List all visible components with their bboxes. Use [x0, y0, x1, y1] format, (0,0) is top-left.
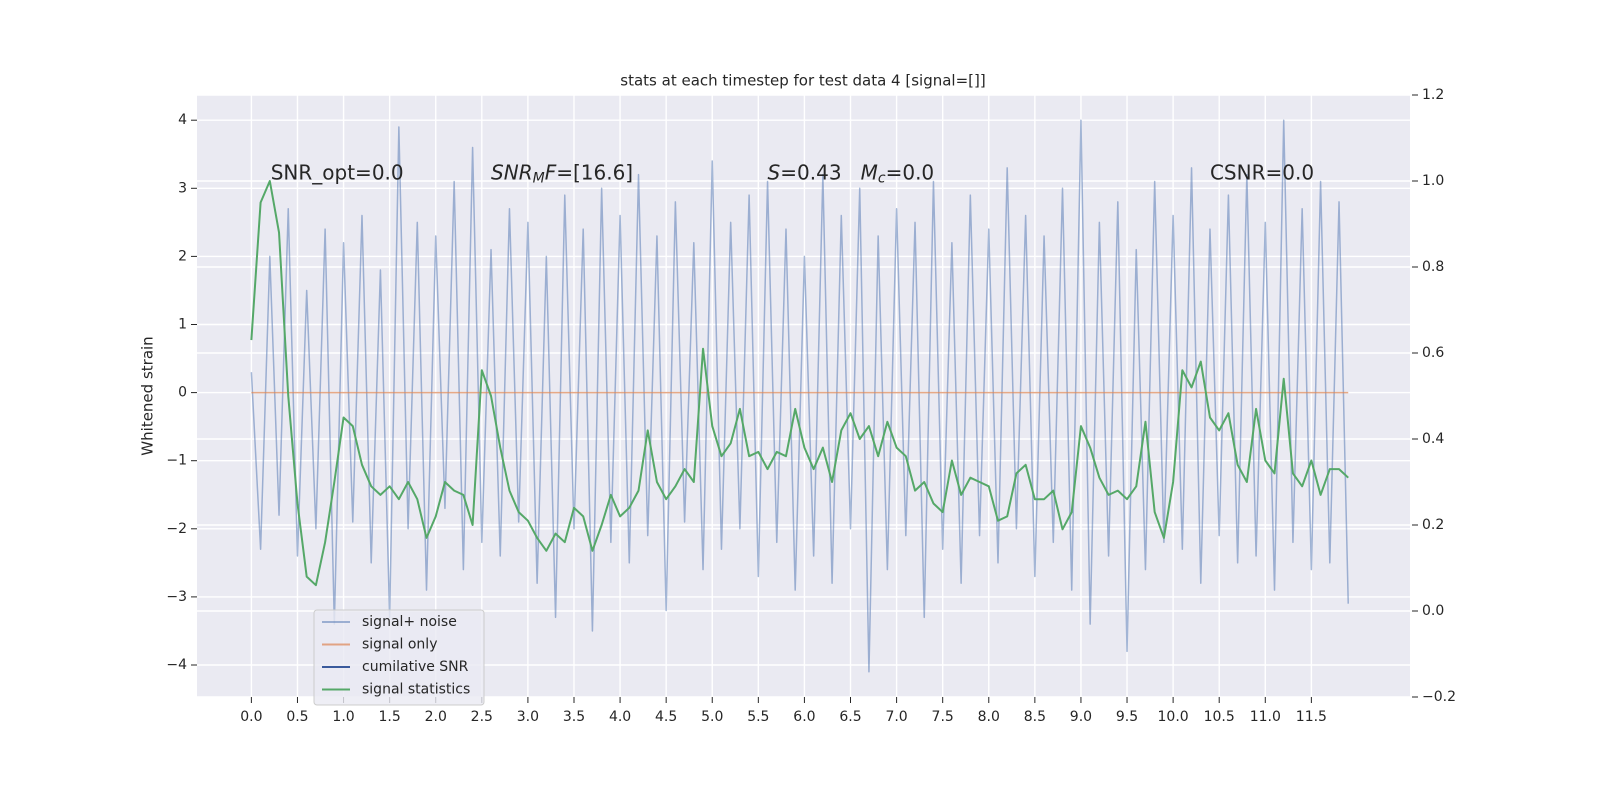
y2-tick-label: 0.2: [1422, 517, 1444, 533]
x-tick-label: 1.5: [379, 709, 401, 725]
x-tick-label: 2.5: [471, 709, 493, 725]
x-tick-label: 7.5: [932, 709, 954, 725]
y-tick-label: −4: [166, 657, 187, 673]
legend-label: signal statistics: [362, 682, 470, 698]
chart-title: stats at each timestep for test data 4 […: [620, 72, 985, 90]
x-tick-label: 2.0: [425, 709, 447, 725]
x-tick-label: 7.0: [885, 709, 907, 725]
series-line: [250, 180, 1349, 587]
y-tick-label: 0: [178, 385, 187, 401]
x-tick-label: 11.5: [1296, 709, 1327, 725]
y2-tick-label: 0.8: [1422, 259, 1444, 275]
annotation: S=0.43 Mc=0.0: [768, 160, 935, 187]
annotation-part: M: [861, 160, 878, 184]
legend-label: cumilative SNR: [362, 659, 469, 675]
x-tick-label: 5.0: [701, 709, 723, 725]
x-tick-label: 8.0: [978, 709, 1000, 725]
annotation-part: CSNR=0.0: [1210, 160, 1314, 184]
plot-area: [197, 95, 1410, 697]
y-axis-label: Whitened strain: [139, 336, 157, 455]
annotation-part: F: [545, 160, 557, 184]
y2-tick-label: 0.0: [1422, 603, 1444, 619]
y-tick-label: −3: [166, 589, 187, 605]
x-tick-label: 4.0: [609, 709, 631, 725]
x-tick-label: 0.0: [240, 709, 262, 725]
ticks: −4 −3 −2 −1 0 1 2 3 4 −0.2 0.0 0.2 0.4 0.6 0.8 1.0 1.2 0.…: [166, 87, 1456, 725]
x-tick-label: 0.5: [286, 709, 308, 725]
x-tick-label: 6.5: [839, 709, 861, 725]
y-tick-label: 4: [178, 112, 187, 128]
legend-box: [313, 609, 485, 706]
x-tick-label: 9.5: [1116, 709, 1138, 725]
x-tick-label: 4.5: [655, 709, 677, 725]
annotation-part: =0.0: [886, 160, 935, 184]
annotation: SNR_opt=0.0: [271, 160, 404, 184]
y2-tick-label: 0.4: [1422, 431, 1444, 447]
annotation-part: SNR_opt=0.0: [271, 160, 404, 184]
x-tick-label: 10.5: [1204, 709, 1235, 725]
y-tick-label: 1: [178, 316, 187, 332]
x-tick-label: 3.0: [517, 709, 539, 725]
annotation: SNRMF=[16.6]: [491, 160, 633, 187]
y2-tick-label: 1.0: [1422, 173, 1444, 189]
annotation-part: SNR: [491, 160, 533, 184]
y2-tick-label: −0.2: [1422, 689, 1456, 705]
annotation-part: S: [768, 160, 781, 184]
x-tick-label: 10.0: [1158, 709, 1189, 725]
annotation: CSNR=0.0: [1210, 160, 1314, 184]
legend-label: signal+ noise: [362, 614, 457, 630]
x-tick-label: 6.0: [793, 709, 815, 725]
legend-label: signal only: [362, 637, 437, 653]
annotation-part: M: [533, 170, 545, 186]
series-line: [250, 119, 1349, 673]
annotation-part: c: [878, 170, 886, 186]
y2-tick-label: 0.6: [1422, 345, 1444, 361]
y-tick-label: −2: [166, 521, 187, 537]
y-tick-label: 2: [178, 248, 187, 264]
legend: signal+ noise signal only cumilative SNR si…: [313, 609, 485, 706]
annotation-part: =0.43: [780, 160, 860, 184]
y-tick-label: 3: [178, 180, 187, 196]
x-tick-label: 3.5: [563, 709, 585, 725]
x-tick-label: 9.0: [1070, 709, 1092, 725]
x-tick-label: 11.0: [1250, 709, 1281, 725]
annotation-part: =[16.6]: [556, 160, 633, 184]
y-tick-label: −1: [166, 453, 187, 469]
x-tick-label: 1.0: [332, 709, 354, 725]
x-tick-label: 5.5: [747, 709, 769, 725]
series: SNR_opt=0.0 SNRMF=[16.6] S=0.43 Mc=0.0 CSNR…: [250, 119, 1349, 673]
y2-tick-label: 1.2: [1422, 87, 1444, 103]
x-tick-label: 8.5: [1024, 709, 1046, 725]
